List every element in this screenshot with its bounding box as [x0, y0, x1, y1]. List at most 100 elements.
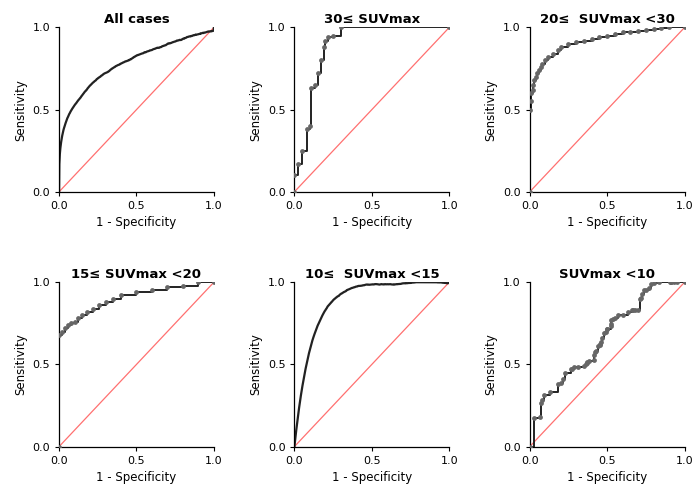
Point [289, 188, 300, 196]
Point [566, 365, 577, 373]
Point [602, 325, 613, 333]
Point [555, 43, 566, 51]
Point [545, 388, 556, 396]
Point [664, 23, 675, 31]
Point [594, 340, 605, 348]
Point [669, 278, 680, 286]
Point [645, 280, 656, 288]
Point [529, 76, 540, 84]
Point [315, 56, 326, 64]
Point [304, 122, 316, 130]
Point [623, 308, 634, 316]
X-axis label: 1 - Specificity: 1 - Specificity [567, 217, 647, 230]
Point [534, 413, 546, 421]
Point [665, 278, 676, 286]
Point [640, 286, 651, 294]
Point [589, 348, 600, 356]
Point [292, 160, 303, 168]
Point [602, 31, 613, 39]
Point [605, 316, 616, 324]
Point [573, 363, 584, 371]
Point [632, 27, 644, 35]
Point [583, 357, 594, 365]
Point [532, 69, 543, 77]
Y-axis label: Sensitivity: Sensitivity [14, 333, 27, 395]
Title: 30≤ SUVmax: 30≤ SUVmax [324, 13, 420, 26]
Point [552, 46, 563, 54]
Title: 15≤ SUVmax <20: 15≤ SUVmax <20 [72, 268, 202, 281]
Point [589, 350, 600, 358]
Point [609, 314, 620, 322]
Point [72, 314, 83, 322]
Point [108, 295, 119, 303]
Point [306, 84, 317, 92]
Point [563, 40, 574, 48]
Point [578, 36, 589, 44]
Point [66, 319, 77, 327]
Point [679, 278, 690, 286]
Point [318, 43, 329, 51]
Point [312, 69, 323, 77]
Point [528, 81, 539, 89]
Point [297, 147, 308, 155]
Point [534, 66, 545, 74]
Y-axis label: Sensitivity: Sensitivity [484, 79, 498, 141]
Y-axis label: Sensitivity: Sensitivity [250, 79, 262, 141]
Point [600, 328, 612, 336]
Point [617, 311, 628, 319]
Point [582, 359, 593, 367]
Point [289, 171, 300, 179]
Point [540, 56, 551, 64]
Point [581, 360, 592, 368]
Point [571, 38, 582, 46]
Point [548, 50, 559, 58]
Point [664, 278, 676, 286]
Point [525, 97, 537, 105]
X-axis label: 1 - Specificity: 1 - Specificity [97, 471, 177, 484]
Point [635, 294, 646, 302]
Point [60, 324, 71, 332]
Point [679, 23, 690, 31]
Point [639, 286, 650, 294]
Title: 10≤  SUVmax <15: 10≤ SUVmax <15 [304, 268, 439, 281]
Point [665, 278, 676, 286]
Point [648, 279, 660, 287]
Point [630, 306, 641, 314]
X-axis label: 1 - Specificity: 1 - Specificity [332, 471, 412, 484]
Point [596, 334, 607, 342]
Point [598, 329, 610, 337]
Point [656, 24, 667, 32]
Point [643, 284, 654, 292]
Point [528, 414, 539, 422]
Point [115, 291, 126, 299]
Point [162, 283, 173, 291]
Point [588, 356, 599, 364]
Point [648, 25, 659, 33]
Point [613, 311, 624, 319]
Point [579, 362, 590, 370]
Point [323, 33, 334, 41]
Point [147, 286, 158, 294]
Point [552, 380, 563, 388]
Point [309, 81, 320, 89]
Point [617, 28, 628, 36]
Point [592, 342, 603, 350]
Point [594, 33, 605, 41]
Point [590, 347, 601, 355]
Point [131, 288, 142, 296]
Point [208, 278, 220, 286]
Point [557, 375, 569, 383]
Point [54, 443, 65, 451]
Y-axis label: Sensitivity: Sensitivity [250, 333, 262, 395]
Point [632, 306, 643, 314]
Y-axis label: Sensitivity: Sensitivity [14, 79, 27, 141]
Point [63, 321, 74, 329]
Point [567, 365, 578, 373]
Point [535, 399, 546, 407]
Title: SUVmax <10: SUVmax <10 [559, 268, 655, 281]
Point [301, 125, 312, 133]
Point [524, 443, 535, 451]
Point [654, 278, 665, 286]
Point [671, 278, 682, 286]
Point [69, 318, 80, 326]
